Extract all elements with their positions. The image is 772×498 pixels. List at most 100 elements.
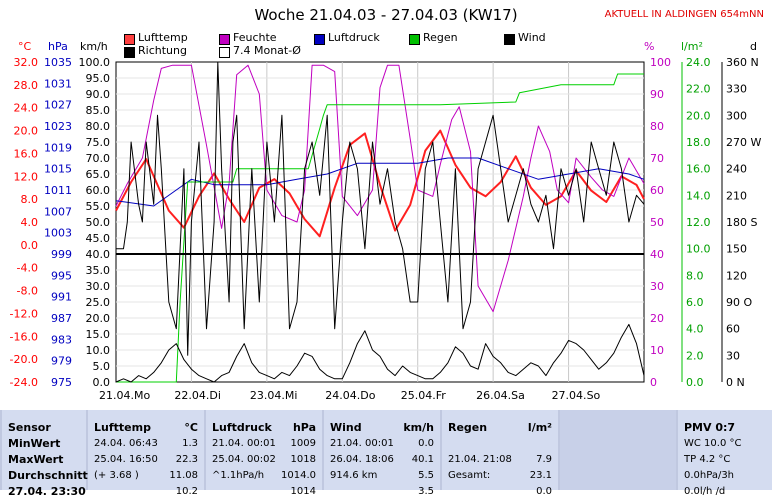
rain-tick-label: 22.0: [686, 83, 711, 96]
wind-tick-label: 50.0: [86, 216, 111, 229]
pressure-tick-label: 983: [51, 333, 72, 346]
pmv-pressure-trend: 0.0hPa/3h: [684, 470, 735, 481]
lufttemp-unit: °C: [184, 421, 198, 434]
temp-tick-label: 24.0: [14, 102, 39, 115]
wind-tick-label: 40.0: [86, 248, 111, 261]
weekday-label: Do: [360, 389, 375, 402]
rain-tick-label: 8.0: [686, 269, 704, 282]
legend-label-regen: Regen: [423, 31, 458, 44]
legend-label-feuchte: Feuchte: [233, 31, 277, 44]
pressure-tick-label: 1027: [44, 99, 72, 112]
pressure-tick-label: 1035: [44, 56, 72, 69]
luftdruck-header: Luftdruck: [212, 421, 272, 434]
humidity-tick-label: 100: [650, 56, 671, 69]
regen-unit: l/m²: [527, 421, 552, 434]
luftdruck-column: Luftdruck hPa 21.04. 00:01 1009 25.04. 0…: [206, 410, 322, 497]
pressure-tick-label: 1011: [44, 184, 72, 197]
series-wind: [115, 323, 645, 383]
temp-tick-label: 32.0: [14, 56, 39, 69]
temp-tick-label: 8.0: [21, 193, 39, 206]
legend-label-luftdruck: Luftdruck: [328, 31, 380, 44]
pressure-tick-label: 1031: [44, 77, 72, 90]
temp-tick-label: -8.0: [17, 285, 38, 298]
wind-tick-label: 90.0: [86, 88, 111, 101]
temp-tick-label: -4.0: [17, 262, 38, 275]
weather-chart: 32.0 28.0 24.0 20.0 16.0 12.0 8.0 4.0 0.0 -4.0 -8.…: [10, 56, 762, 402]
series-feuchte: [115, 64, 645, 313]
regen-total-value: 23.1: [529, 470, 552, 481]
humidity-tick-label: 70: [650, 152, 664, 165]
direction-tick-label: 90 O: [726, 296, 752, 309]
series-regen: [116, 73, 644, 383]
x-tick-label: 22.04.: [174, 389, 209, 402]
lufttemp-min-value: 1.3: [182, 438, 198, 449]
wind-max-value: 40.1: [411, 454, 434, 465]
pressure-tick-label: 1019: [44, 141, 72, 154]
weekday-label: Di: [209, 389, 221, 402]
lufttemp-column: Lufttemp °C 24.04. 06:43 1.3 25.04. 16:5…: [88, 410, 204, 497]
humidity-tick-label: 80: [650, 120, 664, 133]
wind-unit: km/h: [403, 421, 434, 434]
empty-column: [560, 410, 676, 490]
wind-avg-value: 5.5: [418, 470, 434, 481]
rain-tick-label: 20.0: [686, 109, 711, 122]
temp-tick-label: 28.0: [14, 79, 39, 92]
wind-tick-label: 80.0: [86, 120, 111, 133]
weekday-label: Mi: [285, 389, 298, 402]
humidity-tick-label: 90: [650, 88, 664, 101]
lufttemp-max-time: 25.04. 16:50: [94, 454, 158, 465]
wind-tick-label: 0.0: [93, 376, 111, 389]
direction-tick-label: 360 N: [726, 56, 759, 69]
temp-tick-label: -20.0: [10, 353, 38, 366]
wind-tick-label: 85.0: [86, 104, 111, 117]
humidity-axis-unit: %: [644, 40, 655, 53]
weekday-label: Fr: [436, 389, 447, 402]
rain-tick-label: 4.0: [686, 323, 704, 336]
wind-tick-label: 25.0: [86, 296, 111, 309]
luftdruck-now-value: 1014: [290, 486, 316, 497]
regen-header: Regen: [448, 421, 488, 434]
x-tick-label: 26.04.: [476, 389, 511, 402]
wind-tick-label: 100.0: [79, 56, 111, 69]
regen-total-label: Gesamt:: [448, 470, 491, 481]
luftdruck-trend: ^1.1hPa/h: [212, 470, 265, 481]
wind-max-time: 26.04. 18:06: [330, 454, 394, 465]
wind-tick-label: 95.0: [86, 72, 111, 85]
temp-tick-label: -16.0: [10, 330, 38, 343]
pressure-tick-label: 991: [51, 291, 72, 304]
rain-tick-label: 0.0: [686, 376, 704, 389]
x-tick-label: 27.04.: [552, 389, 587, 402]
direction-tick-label: 330: [726, 83, 747, 96]
direction-tick-label: 150: [726, 243, 747, 256]
row-label-now: 27.04. 23:30: [8, 485, 86, 498]
regen-now-value: 0.0: [536, 486, 552, 497]
luftdruck-avg-value: 1014.0: [281, 470, 316, 481]
legend-swatch-wind: [504, 34, 515, 45]
rain-tick-label: 6.0: [686, 296, 704, 309]
luftdruck-unit: hPa: [292, 421, 316, 434]
rain-axis-unit: l/m²: [681, 40, 703, 53]
rain-tick-label: 14.0: [686, 189, 711, 202]
direction-tick-label: 210: [726, 189, 747, 202]
wind-tick-label: 15.0: [86, 328, 111, 341]
wind-tick-label: 60.0: [86, 184, 111, 197]
direction-tick-label: 240: [726, 163, 747, 176]
wind-tick-label: 5.0: [93, 360, 111, 373]
legend-swatch-monat: [219, 47, 230, 58]
temp-tick-label: 4.0: [21, 216, 39, 229]
x-tick-label: 23.04.: [250, 389, 285, 402]
direction-tick-label: 0 N: [726, 376, 745, 389]
rain-tick-label: 16.0: [686, 163, 711, 176]
luftdruck-max-time: 25.04. 00:02: [212, 454, 276, 465]
luftdruck-max-value: 1018: [290, 454, 316, 465]
direction-tick-label: 30: [726, 349, 740, 362]
rain-tick-label: 24.0: [686, 56, 711, 69]
pmv-rain-rate: 0.0l/h /d: [684, 486, 726, 497]
temp-tick-label: 20.0: [14, 125, 39, 138]
pmv-dewpoint: TP 4.2 °C: [684, 454, 731, 465]
wind-min-value: 0.0: [418, 438, 434, 449]
lufttemp-avg-value: 11.08: [169, 470, 198, 481]
location-banner: AKTUELL IN ALDINGEN 654mNN: [604, 9, 764, 20]
pressure-tick-label: 1023: [44, 120, 72, 133]
wind-tick-label: 65.0: [86, 168, 111, 181]
